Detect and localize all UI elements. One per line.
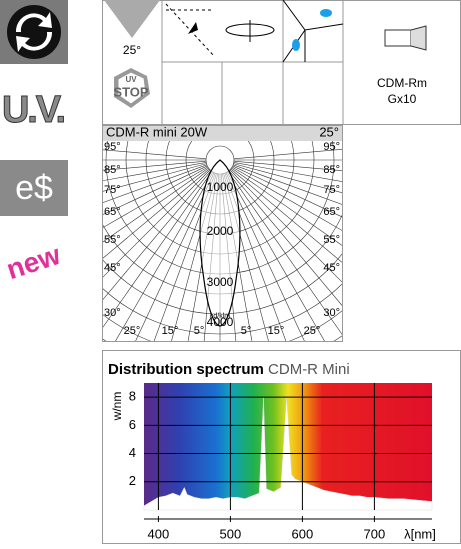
- lamp-name: CDM-Rm: [377, 76, 427, 90]
- lamp-base: Gx10: [388, 92, 417, 106]
- polar-angle-label: 65°: [323, 206, 340, 218]
- x-tick-label: 500: [220, 526, 242, 541]
- polar-title: CDM-R mini 20W: [106, 124, 208, 139]
- x-tick-label: 600: [292, 526, 314, 541]
- y-tick-label: 2: [129, 473, 136, 488]
- polar-angle-label: 75°: [104, 184, 121, 196]
- polar-angle-label: 55°: [323, 234, 340, 246]
- polar-angle-label: 5°: [241, 325, 252, 337]
- polar-angle-label: 15°: [268, 325, 285, 337]
- polar-unit: cd/klm: [210, 313, 230, 320]
- new-icon: new: [3, 239, 65, 285]
- polar-angle-label: 75°: [323, 184, 340, 196]
- beam-angle: 25°: [123, 43, 141, 57]
- spectrum-heading: Distribution spectrum CDM-R Mini: [108, 361, 350, 378]
- x-tick-label: 700: [364, 526, 386, 541]
- uv-icon: U.V.: [2, 89, 66, 131]
- x-tick-label: 400: [148, 526, 170, 541]
- polar-angle-label: 85°: [104, 164, 121, 176]
- y-tick-label: 8: [129, 389, 136, 404]
- uv-sign-bottom: STOP: [113, 84, 148, 99]
- polar-intensity-label: 2000: [207, 224, 234, 238]
- polar-angle-label: 25°: [304, 325, 321, 337]
- polar-angle-label: 85°: [323, 164, 340, 176]
- eco-icon: e$: [15, 169, 53, 207]
- spectrum-subtitle: CDM-R Mini: [268, 361, 350, 378]
- y-tick-label: 4: [129, 445, 136, 460]
- recycle-icon: [0, 0, 68, 64]
- polar-angle-label: 45°: [104, 262, 121, 274]
- polar-intensity-label: 3000: [207, 275, 234, 289]
- uv-sign-top: UV: [125, 75, 137, 84]
- polar-angle-label: 30°: [104, 307, 121, 319]
- polar-angle-label: 15°: [162, 325, 179, 337]
- polar-angle-label: 5°: [194, 325, 205, 337]
- polar-intensity-label: 1000: [207, 180, 234, 194]
- polar-angle-label: 65°: [104, 206, 121, 218]
- polar-angle-label: 55°: [104, 234, 121, 246]
- polar-angle-label: 45°: [323, 262, 340, 274]
- page: U.V. e$ new 25° UV STOP CDM-Rm Gx10 CDM-…: [0, 0, 461, 544]
- x-axis-label: λ[nm]: [404, 526, 436, 541]
- polar-angle-label: 25°: [124, 325, 141, 337]
- polar-angle-label: 95°: [323, 141, 340, 153]
- polar-angle-label: 95°: [104, 141, 121, 153]
- polar-beam: 25°: [319, 124, 339, 139]
- spectrum-title: Distribution spectrum: [108, 361, 264, 378]
- spec-table: [103, 0, 461, 125]
- polar-angle-label: 30°: [323, 307, 340, 319]
- y-axis-label: w/nm: [110, 392, 124, 422]
- y-tick-label: 6: [129, 417, 136, 432]
